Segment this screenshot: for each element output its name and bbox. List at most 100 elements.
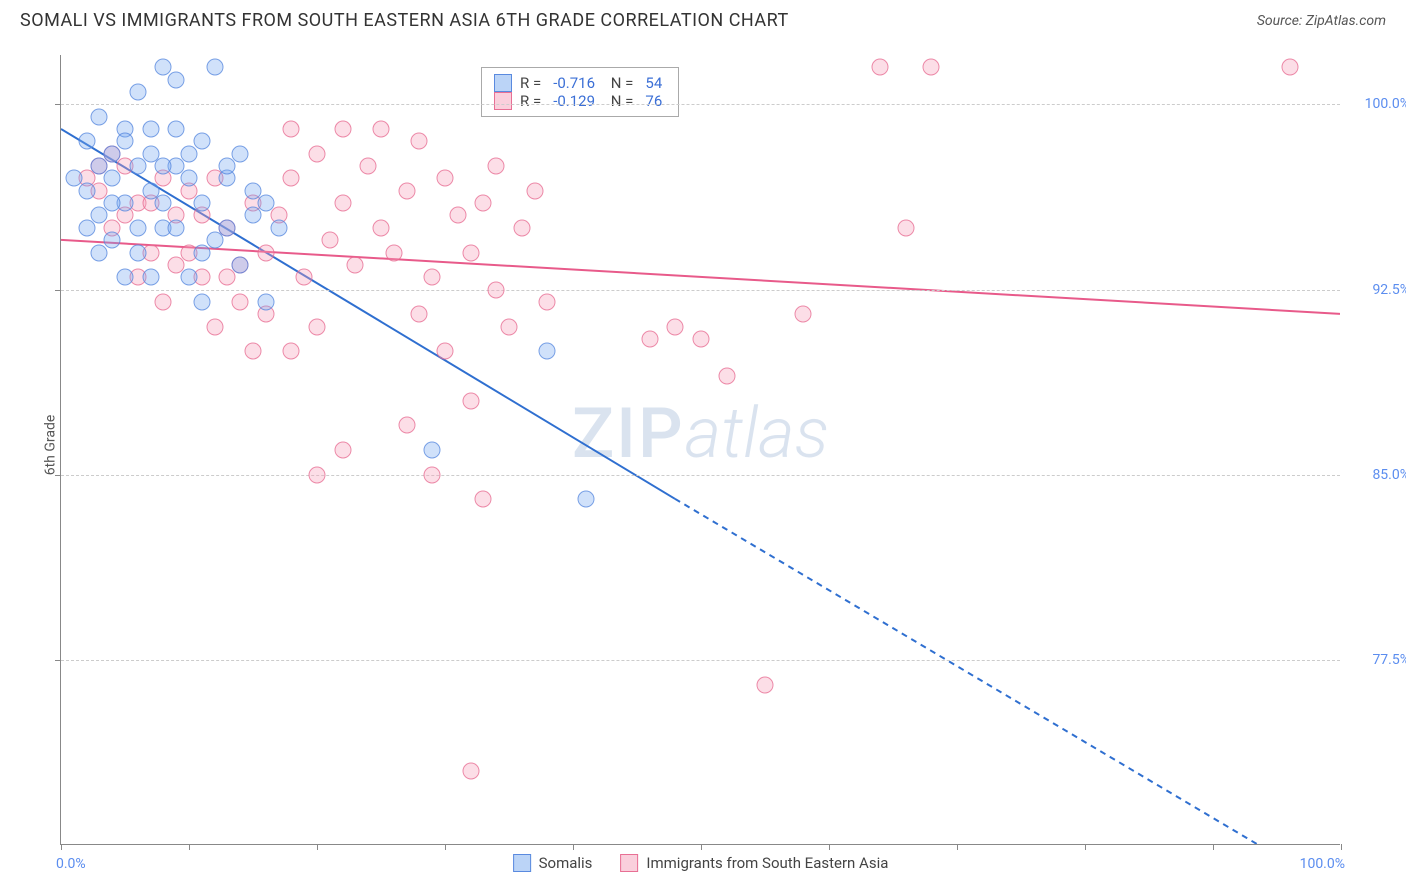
legend-pink-r: -0.129 xyxy=(553,92,595,110)
data-point xyxy=(475,491,492,508)
data-point xyxy=(257,293,274,310)
data-point xyxy=(142,269,159,286)
data-point xyxy=(475,195,492,212)
legend-row-blue: R = -0.716 N = 54 xyxy=(494,74,666,92)
y-tick-label: 77.5% xyxy=(1372,652,1406,668)
data-point xyxy=(104,145,121,162)
legend-item-pink: Immigrants from South Eastern Asia xyxy=(620,854,888,872)
data-point xyxy=(347,256,364,273)
x-tick xyxy=(189,844,190,850)
y-tick-label: 92.5% xyxy=(1372,282,1406,298)
data-point xyxy=(437,170,454,187)
trend-lines xyxy=(61,55,1340,844)
data-point xyxy=(321,232,338,249)
data-point xyxy=(104,170,121,187)
data-point xyxy=(424,466,441,483)
data-point xyxy=(181,170,198,187)
data-point xyxy=(411,133,428,150)
data-point xyxy=(155,195,172,212)
data-point xyxy=(181,269,198,286)
data-point xyxy=(424,442,441,459)
data-point xyxy=(577,491,594,508)
y-axis-title: 6th Grade xyxy=(42,415,58,476)
x-tick xyxy=(317,844,318,850)
legend-label-pink: Immigrants from South Eastern Asia xyxy=(646,854,888,872)
source-name: ZipAtlas.com xyxy=(1306,13,1386,29)
data-point xyxy=(91,108,108,125)
legend-r-label: R = xyxy=(520,74,541,92)
data-point xyxy=(104,232,121,249)
swatch-pink xyxy=(620,854,638,872)
data-point xyxy=(360,158,377,175)
gridline-h xyxy=(61,660,1340,661)
watermark-atlas: atlas xyxy=(685,393,829,475)
data-point xyxy=(462,762,479,779)
data-point xyxy=(168,121,185,138)
gridline-h xyxy=(61,290,1340,291)
source-label: Source: ZipAtlas.com xyxy=(1257,13,1386,29)
data-point xyxy=(129,244,146,261)
data-point xyxy=(718,367,735,384)
legend-n-label: N = xyxy=(607,74,633,92)
x-axis-label-min: 0.0% xyxy=(56,856,86,872)
data-point xyxy=(232,293,249,310)
y-tick xyxy=(55,475,61,476)
legend-item-blue: Somalis xyxy=(513,854,593,872)
data-point xyxy=(117,133,134,150)
y-tick xyxy=(55,290,61,291)
data-point xyxy=(513,219,530,236)
data-point xyxy=(245,207,262,224)
data-point xyxy=(309,466,326,483)
chart-title: SOMALI VS IMMIGRANTS FROM SOUTH EASTERN … xyxy=(20,10,789,31)
swatch-pink xyxy=(494,92,512,110)
data-point xyxy=(641,330,658,347)
data-point xyxy=(283,121,300,138)
swatch-blue xyxy=(513,854,531,872)
data-point xyxy=(488,158,505,175)
source-prefix: Source: xyxy=(1257,13,1306,29)
data-point xyxy=(193,133,210,150)
data-point xyxy=(526,182,543,199)
data-point xyxy=(757,676,774,693)
x-tick xyxy=(957,844,958,850)
legend-r-label: R = xyxy=(520,92,541,110)
x-tick xyxy=(829,844,830,850)
x-tick xyxy=(1341,844,1342,850)
data-point xyxy=(424,269,441,286)
data-point xyxy=(257,244,274,261)
legend-stats-box: R = -0.716 N = 54 R = -0.129 N = 76 xyxy=(481,67,679,117)
plot-area: ZIPatlas R = -0.716 N = 54 R = -0.129 N … xyxy=(60,55,1340,845)
data-point xyxy=(193,293,210,310)
data-point xyxy=(501,318,518,335)
data-point xyxy=(398,417,415,434)
gridline-h xyxy=(61,104,1340,105)
data-point xyxy=(257,195,274,212)
data-point xyxy=(245,343,262,360)
data-point xyxy=(373,219,390,236)
data-point xyxy=(206,318,223,335)
data-point xyxy=(155,158,172,175)
data-point xyxy=(104,195,121,212)
data-point xyxy=(129,84,146,101)
data-point xyxy=(309,145,326,162)
x-axis-label-max: 100.0% xyxy=(1300,856,1345,872)
data-point xyxy=(334,442,351,459)
x-tick xyxy=(573,844,574,850)
legend-blue-n: 54 xyxy=(645,74,662,92)
data-point xyxy=(385,244,402,261)
data-point xyxy=(488,281,505,298)
x-tick xyxy=(61,844,62,850)
data-point xyxy=(283,170,300,187)
data-point xyxy=(373,121,390,138)
data-point xyxy=(270,219,287,236)
data-point xyxy=(181,145,198,162)
data-point xyxy=(539,293,556,310)
data-point xyxy=(539,343,556,360)
data-point xyxy=(462,244,479,261)
data-point xyxy=(91,207,108,224)
data-point xyxy=(449,207,466,224)
watermark-zip: ZIP xyxy=(572,393,685,475)
legend-blue-r: -0.716 xyxy=(553,74,595,92)
data-point xyxy=(78,219,95,236)
data-point xyxy=(923,59,940,76)
